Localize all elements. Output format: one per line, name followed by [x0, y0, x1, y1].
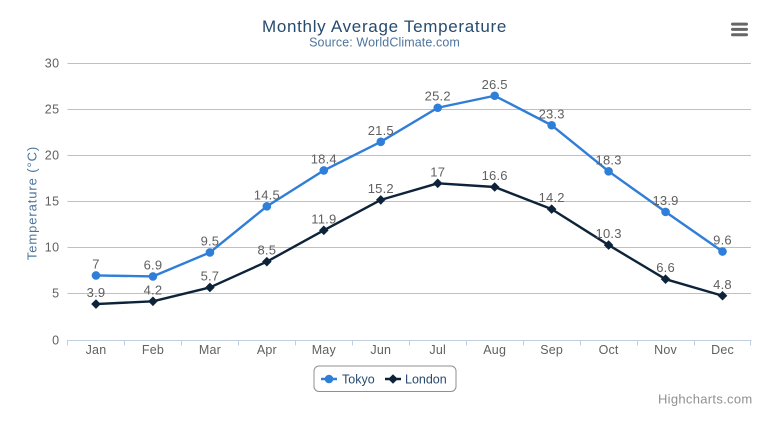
- svg-text:4.2: 4.2: [144, 282, 163, 297]
- svg-text:Aug: Aug: [483, 343, 506, 357]
- svg-text:Mar: Mar: [199, 343, 221, 357]
- svg-text:Dec: Dec: [711, 343, 734, 357]
- svg-text:May: May: [312, 343, 337, 357]
- svg-text:3.9: 3.9: [87, 285, 106, 300]
- svg-text:Apr: Apr: [257, 343, 277, 357]
- svg-text:Jul: Jul: [429, 343, 446, 357]
- svg-text:Oct: Oct: [599, 343, 619, 357]
- svg-text:21.5: 21.5: [368, 123, 394, 138]
- svg-text:6.6: 6.6: [656, 260, 675, 275]
- svg-text:4.8: 4.8: [713, 277, 732, 292]
- svg-text:25: 25: [45, 103, 60, 117]
- svg-text:18.3: 18.3: [596, 152, 622, 167]
- svg-text:9.6: 9.6: [713, 233, 732, 248]
- svg-text:14.5: 14.5: [254, 187, 280, 202]
- svg-text:Feb: Feb: [142, 343, 164, 357]
- svg-text:7: 7: [92, 256, 99, 271]
- svg-text:9.5: 9.5: [201, 233, 220, 248]
- svg-text:5: 5: [52, 287, 59, 301]
- svg-text:23.3: 23.3: [539, 106, 565, 121]
- svg-text:Nov: Nov: [654, 343, 677, 357]
- svg-text:5.7: 5.7: [201, 268, 220, 283]
- svg-text:17: 17: [430, 164, 445, 179]
- svg-text:Jun: Jun: [370, 343, 391, 357]
- svg-text:11.9: 11.9: [311, 211, 336, 226]
- svg-text:Tokyo: Tokyo: [342, 373, 375, 387]
- svg-text:14.2: 14.2: [539, 190, 565, 205]
- svg-text:30: 30: [45, 57, 60, 71]
- svg-text:Sep: Sep: [540, 343, 563, 357]
- svg-text:6.9: 6.9: [144, 257, 163, 272]
- svg-text:London: London: [405, 373, 447, 387]
- svg-text:20: 20: [45, 149, 60, 163]
- svg-text:10.3: 10.3: [596, 226, 622, 241]
- svg-text:25.2: 25.2: [425, 89, 451, 104]
- svg-text:Jan: Jan: [86, 343, 107, 357]
- svg-text:15: 15: [45, 195, 60, 209]
- svg-text:Temperature (°C): Temperature (°C): [25, 146, 40, 260]
- svg-text:Monthly Average Temperature: Monthly Average Temperature: [262, 17, 507, 36]
- svg-text:15.2: 15.2: [368, 181, 394, 196]
- svg-text:18.4: 18.4: [311, 151, 337, 166]
- svg-text:10: 10: [45, 241, 60, 255]
- svg-text:Source: WorldClimate.com: Source: WorldClimate.com: [309, 36, 460, 50]
- svg-text:0: 0: [52, 334, 59, 348]
- svg-text:16.6: 16.6: [482, 168, 508, 183]
- svg-text:26.5: 26.5: [482, 77, 508, 92]
- svg-text:8.5: 8.5: [258, 243, 277, 258]
- svg-text:13.9: 13.9: [653, 193, 679, 208]
- svg-text:Highcharts.com: Highcharts.com: [658, 392, 753, 407]
